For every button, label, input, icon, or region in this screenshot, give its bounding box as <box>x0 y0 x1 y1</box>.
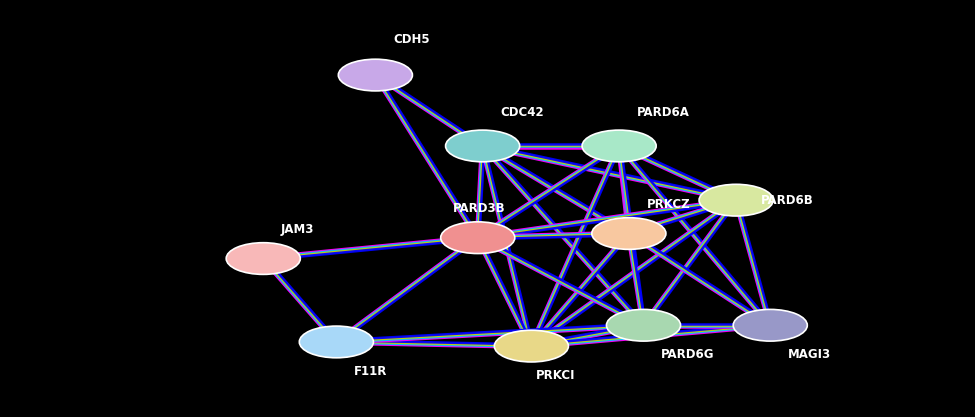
Text: PRKCI: PRKCI <box>536 369 576 382</box>
Circle shape <box>338 59 412 91</box>
Circle shape <box>494 330 568 362</box>
Text: F11R: F11R <box>354 365 387 378</box>
Text: PARD6G: PARD6G <box>661 348 715 361</box>
Circle shape <box>446 130 520 162</box>
Text: CDH5: CDH5 <box>393 33 430 46</box>
Text: CDC42: CDC42 <box>500 106 544 119</box>
Circle shape <box>226 243 300 274</box>
Text: JAM3: JAM3 <box>281 223 314 236</box>
Circle shape <box>441 222 515 254</box>
Text: MAGI3: MAGI3 <box>788 348 831 361</box>
Circle shape <box>299 326 373 358</box>
Text: PRKCZ: PRKCZ <box>646 198 690 211</box>
Text: PARD6A: PARD6A <box>637 106 689 119</box>
Circle shape <box>582 130 656 162</box>
Circle shape <box>606 309 681 341</box>
Text: PARD6B: PARD6B <box>760 193 813 207</box>
Text: PARD3B: PARD3B <box>453 202 506 215</box>
Circle shape <box>592 218 666 249</box>
Circle shape <box>699 184 773 216</box>
Circle shape <box>733 309 807 341</box>
